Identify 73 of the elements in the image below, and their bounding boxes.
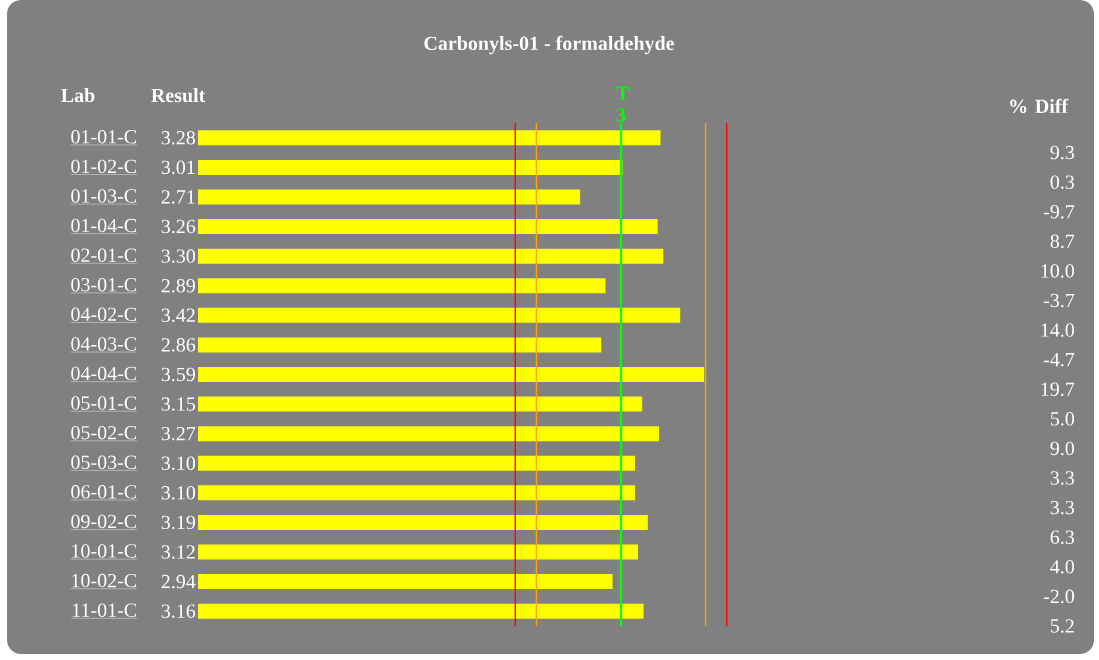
y-tick-label: 04-02-C bbox=[71, 307, 137, 322]
text: 4.0 bbox=[1050, 560, 1075, 574]
text: -4.7 bbox=[1043, 352, 1075, 367]
y-tick-label: 02-01-C bbox=[71, 248, 137, 262]
text: 5.2 bbox=[1050, 619, 1074, 633]
data-label: 3.12 bbox=[161, 545, 195, 559]
data-label: 3.16 bbox=[161, 604, 196, 618]
text: 3.3 bbox=[1050, 500, 1075, 515]
ref-line-label: T 3 bbox=[616, 86, 630, 122]
y-tick-label: 10-01-C bbox=[72, 544, 137, 558]
y-tick-label: 01-03-C bbox=[71, 189, 137, 203]
text: % Diff bbox=[1010, 98, 1069, 114]
y-tick-label: 05-03-C bbox=[71, 455, 137, 469]
bar bbox=[198, 574, 613, 590]
data-label: 3.26 bbox=[161, 219, 196, 234]
bar bbox=[198, 366, 705, 382]
bar bbox=[198, 189, 581, 205]
text: -9.7 bbox=[1043, 205, 1075, 219]
chart-title: Carbonyls-01 - formaldehyde bbox=[424, 35, 675, 55]
data-label: 2.89 bbox=[161, 278, 195, 293]
bar bbox=[198, 514, 648, 530]
data-label: 2.71 bbox=[161, 190, 195, 204]
y-tick-label: 05-02-C bbox=[71, 425, 137, 440]
data-label: 3.42 bbox=[161, 308, 195, 323]
text: Result bbox=[151, 88, 206, 103]
text: 3.3 bbox=[1050, 471, 1075, 485]
y-tick-label: 10-02-C bbox=[72, 573, 137, 588]
y-tick-label: 01-04-C bbox=[71, 218, 137, 233]
text: 5.0 bbox=[1050, 412, 1075, 426]
text: 10.0 bbox=[1041, 264, 1075, 278]
text: Lab bbox=[61, 88, 95, 103]
bar bbox=[198, 455, 636, 471]
text: 0.3 bbox=[1050, 175, 1075, 189]
data-label: 3.59 bbox=[161, 367, 195, 382]
bar bbox=[198, 544, 638, 560]
text: 14.0 bbox=[1041, 323, 1075, 337]
data-label: 3.28 bbox=[161, 131, 196, 145]
bar bbox=[198, 248, 664, 264]
y-tick-label: 03-01-C bbox=[71, 277, 137, 292]
text: -2.0 bbox=[1043, 589, 1075, 604]
bar bbox=[198, 219, 658, 235]
data-label: 3.27 bbox=[161, 426, 196, 441]
text: -3.7 bbox=[1043, 293, 1075, 308]
text: 9.0 bbox=[1050, 441, 1075, 456]
bar bbox=[198, 307, 681, 323]
data-label: 3.10 bbox=[161, 456, 196, 471]
bar bbox=[198, 337, 602, 353]
y-tick-label: 05-01-C bbox=[71, 396, 137, 410]
y-tick-label: 04-04-C bbox=[71, 366, 137, 381]
text: 9.3 bbox=[1050, 145, 1075, 160]
data-label: 3.10 bbox=[161, 486, 196, 500]
bar bbox=[198, 130, 661, 146]
data-label: 3.01 bbox=[161, 160, 195, 175]
y-tick-label: 01-02-C bbox=[71, 159, 137, 174]
text: 19.7 bbox=[1041, 382, 1075, 397]
bar bbox=[198, 485, 636, 501]
y-tick-label: 09-02-C bbox=[71, 514, 137, 529]
bar bbox=[198, 278, 606, 294]
y-tick-label: 11-01-C bbox=[72, 603, 137, 617]
bar bbox=[198, 426, 660, 442]
text: 8.7 bbox=[1050, 234, 1075, 249]
y-tick-label: 06-01-C bbox=[71, 485, 137, 499]
bar bbox=[198, 159, 623, 175]
y-tick-label: 01-01-C bbox=[71, 130, 137, 144]
data-label: 3.30 bbox=[161, 249, 196, 263]
data-label: 2.86 bbox=[161, 338, 196, 352]
data-label: 3.19 bbox=[161, 515, 195, 530]
bar bbox=[198, 603, 644, 619]
data-label: 2.94 bbox=[161, 574, 196, 589]
data-label: 3.15 bbox=[161, 397, 196, 411]
text: 6.3 bbox=[1050, 530, 1075, 544]
bar bbox=[198, 396, 643, 412]
y-tick-label: 04-03-C bbox=[71, 337, 137, 351]
